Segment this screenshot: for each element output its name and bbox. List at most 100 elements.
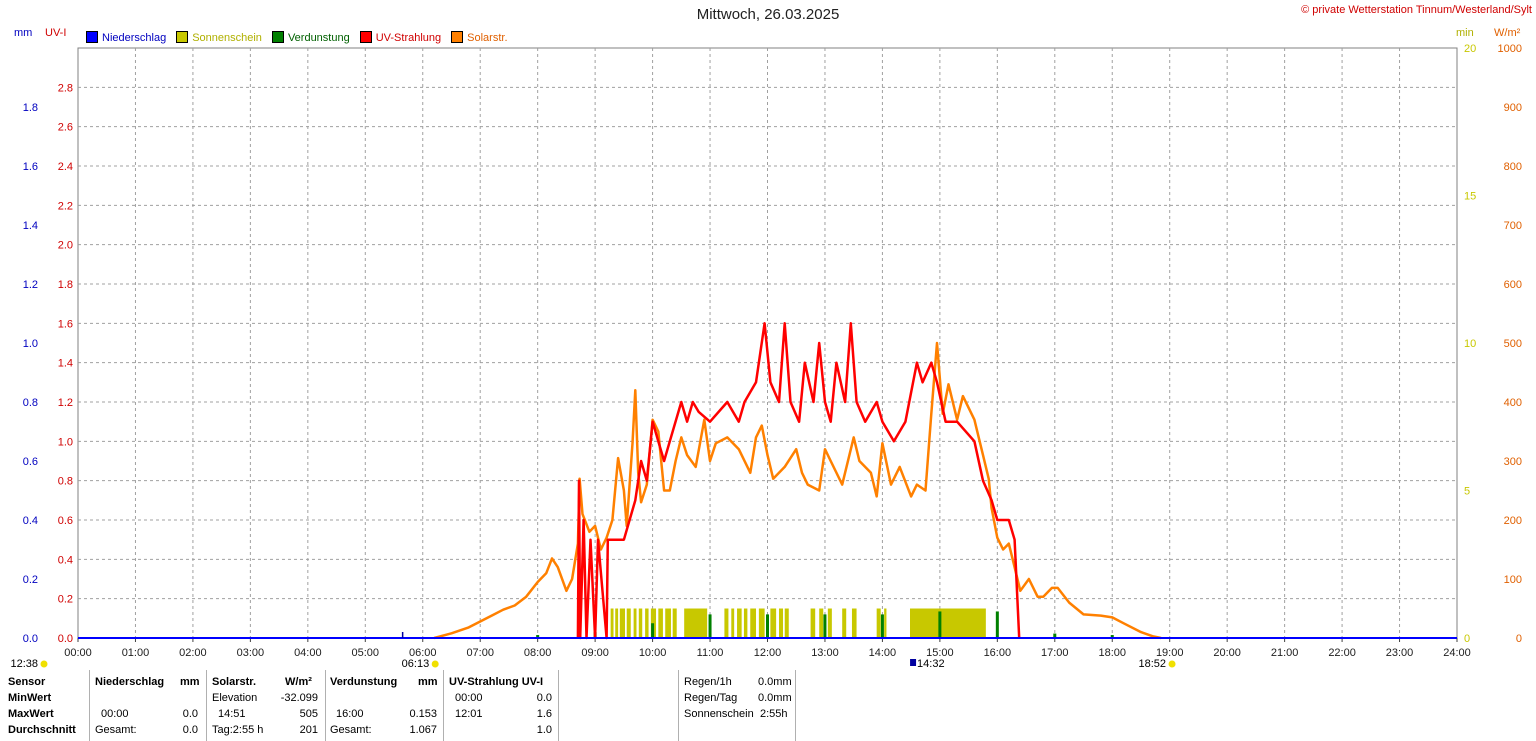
legend-label: UV-Strahlung bbox=[375, 32, 442, 44]
x-tick-label: 06:00 bbox=[409, 647, 437, 659]
legend-item-3: UV-Strahlung bbox=[359, 31, 442, 44]
sunshine-bar bbox=[876, 608, 881, 638]
legend-swatch bbox=[176, 31, 189, 43]
x-tick-label: 15:00 bbox=[926, 647, 954, 659]
page-title: Mittwoch, 26.03.2025 bbox=[696, 6, 840, 23]
extra-rain-1h-value: 0.0mm bbox=[758, 676, 792, 688]
legend-label: Sonnenschein bbox=[192, 32, 262, 44]
row-avg-n-value: 0.0 bbox=[182, 724, 198, 736]
wm2-tick-label: 0 bbox=[1516, 633, 1522, 645]
x-tick-label: 24:00 bbox=[1443, 647, 1471, 659]
sunshine-bar bbox=[638, 608, 643, 638]
evaporation-spike bbox=[766, 614, 769, 638]
extra-rain-1h-label: Regen/1h bbox=[684, 676, 732, 688]
x-tick-label: 12:00 bbox=[754, 647, 782, 659]
x-tick-label: 19:00 bbox=[1156, 647, 1184, 659]
sunrise-label: 06:13 bbox=[402, 658, 430, 668]
legend-swatch bbox=[271, 31, 284, 43]
row-min-uv-time: 00:00 bbox=[455, 692, 483, 704]
row-min-uv-value: 0.0 bbox=[536, 692, 552, 704]
header-uv: UV-Strahlung UV-I bbox=[449, 676, 544, 688]
uv-tick-label: 0.8 bbox=[58, 476, 73, 488]
sunshine-bar bbox=[743, 608, 748, 638]
row-avg-solar-value: 201 bbox=[299, 724, 318, 736]
x-tick-label: 09:00 bbox=[581, 647, 609, 659]
row-avg-v-value: 1.067 bbox=[409, 724, 437, 736]
uv-tick-label: 1.0 bbox=[58, 436, 73, 448]
header-niederschlag: Niederschlag bbox=[95, 676, 165, 688]
weather-chart: 00:00 01:00 02:00 03:00 04:00 05:00 06:00 07:00… bbox=[10, 43, 1522, 668]
row-max-solar-value: 505 bbox=[299, 708, 318, 720]
mm-tick-label: 0.8 bbox=[23, 397, 38, 409]
row-min-solar-time: Elevation bbox=[212, 692, 258, 704]
sunshine-bar bbox=[770, 608, 777, 638]
uv-tick-label: 0.6 bbox=[58, 515, 73, 527]
series-line-solarstr- bbox=[433, 341, 1162, 640]
wm2-tick-label: 800 bbox=[1504, 161, 1522, 173]
row-max-n-time: 00:00 bbox=[101, 708, 129, 720]
legend-item-1: Sonnenschein bbox=[176, 31, 262, 44]
sunshine-bar bbox=[665, 608, 671, 638]
x-tick-label: 17:00 bbox=[1041, 647, 1069, 659]
extra-rain-day-label: Regen/Tag bbox=[684, 692, 738, 704]
sunrise-dot bbox=[431, 660, 439, 668]
header-mm-1: mm bbox=[180, 676, 200, 688]
wm2-tick-label: 100 bbox=[1504, 574, 1522, 586]
x-tick-label: 11:00 bbox=[697, 647, 724, 659]
unit-wm2-label: W/m² bbox=[1494, 27, 1521, 39]
sunshine-bar bbox=[778, 608, 784, 638]
unit-min-label: min bbox=[1456, 27, 1474, 39]
sunshine-bar bbox=[758, 608, 765, 638]
left-time-label: 12:38 bbox=[10, 658, 38, 668]
evaporation-spike bbox=[651, 623, 655, 638]
x-tick-label: 20:00 bbox=[1213, 647, 1241, 659]
sunshine-bar bbox=[645, 608, 649, 638]
x-tick-label: 13:00 bbox=[811, 647, 839, 659]
sunshine-bar bbox=[750, 608, 757, 638]
header-mm-2: mm bbox=[418, 676, 438, 688]
row-min-label: MinWert bbox=[8, 692, 52, 704]
legend-label: Solarstr. bbox=[467, 32, 508, 44]
wm2-tick-label: 300 bbox=[1504, 456, 1522, 468]
row-avg-solar-time: Tag:2:55 h bbox=[212, 724, 264, 736]
sunshine-bar bbox=[784, 608, 789, 638]
evaporation-spike bbox=[995, 611, 999, 638]
sunshine-bar bbox=[827, 608, 832, 638]
uv-tick-label: 0.2 bbox=[58, 594, 73, 606]
noon-label: 14:32 bbox=[917, 658, 945, 668]
row-max-v-value: 0.153 bbox=[409, 708, 437, 720]
mm-tick-label: 0.0 bbox=[23, 633, 38, 645]
mm-tick-label: 1.6 bbox=[23, 161, 38, 173]
evaporation-spike bbox=[823, 614, 827, 638]
chart-legend: Niederschlag Sonnenschein Verdunstung UV-St… bbox=[86, 31, 518, 44]
unit-mm-label: mm bbox=[14, 27, 33, 39]
uv-tick-label: 2.4 bbox=[58, 161, 73, 173]
sunshine-bar bbox=[819, 608, 824, 638]
row-max-uv-time: 12:01 bbox=[455, 708, 483, 720]
wm2-tick-label: 700 bbox=[1504, 220, 1522, 232]
row-min-solar-value: -32.099 bbox=[280, 692, 318, 704]
x-tick-label: 02:00 bbox=[179, 647, 207, 659]
sunset-dot bbox=[1168, 660, 1176, 668]
row-avg-n-time: Gesamt: bbox=[95, 724, 137, 736]
x-tick-label: 22:00 bbox=[1328, 647, 1356, 659]
sunshine-bar bbox=[615, 608, 619, 638]
x-tick-label: 01:00 bbox=[122, 647, 150, 659]
sunshine-bar bbox=[810, 608, 816, 638]
row-avg-label: Durchschnitt bbox=[8, 724, 76, 736]
sunshine-bar bbox=[658, 608, 663, 638]
uv-tick-label: 2.0 bbox=[58, 240, 73, 252]
evaporation-spike bbox=[708, 614, 712, 638]
mm-tick-label: 0.4 bbox=[23, 515, 38, 527]
sunshine-bar bbox=[626, 608, 631, 638]
legend-swatch bbox=[86, 31, 98, 43]
wm2-tick-label: 600 bbox=[1504, 279, 1522, 291]
evaporation-spike bbox=[880, 614, 884, 638]
statistics-footer: Sensor Niederschlag mm Solarstr. W/m² Ve… bbox=[0, 668, 1536, 741]
x-tick-label: 04:00 bbox=[294, 647, 322, 659]
row-max-label: MaxWert bbox=[8, 708, 54, 720]
row-max-uv-value: 1.6 bbox=[536, 708, 552, 720]
legend-label: Verdunstung bbox=[287, 32, 350, 44]
evaporation-spike bbox=[1053, 633, 1057, 638]
sunshine-bar bbox=[842, 608, 847, 638]
